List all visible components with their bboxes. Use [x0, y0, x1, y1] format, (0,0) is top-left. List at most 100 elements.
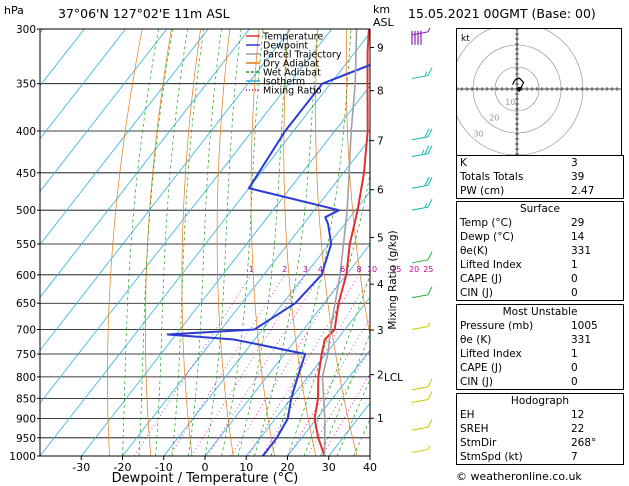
hodograph-stat-value: 12: [571, 409, 585, 421]
pressure-tick-700: 700: [16, 325, 36, 337]
isotherm-line: [204, 243, 370, 456]
wet-adiabat-line: [138, 29, 174, 456]
surface-row: Dewp (°C) 14: [457, 230, 594, 244]
most-unstable-title: Most Unstable: [502, 306, 578, 318]
dry-adiabat-line: [405, 29, 456, 456]
most-unstable-label: Pressure (mb): [460, 320, 534, 332]
isotherm-line: [40, 29, 168, 193]
index-label: PW (cm): [460, 185, 505, 197]
isotherm-line: [40, 29, 333, 404]
wind-barb: [411, 378, 433, 391]
height-tick-label: 8: [377, 86, 384, 98]
mixing-ratio-label: 3: [303, 265, 308, 274]
index-row: Totals Totals 39: [457, 170, 597, 184]
hodo-storm-motion: [517, 87, 522, 91]
hodo-ring-label: 30: [473, 130, 483, 139]
wind-barb: [411, 27, 431, 45]
wet-adiabat-line: [204, 29, 242, 456]
temperature-line: [313, 29, 370, 456]
most-unstable-row: Pressure (mb) 1005: [457, 319, 601, 333]
surface-value: 0: [571, 287, 578, 299]
asl-label: ASL: [373, 16, 394, 29]
hodo-ring-label: 10: [505, 98, 515, 107]
x-tick-label: 0: [202, 461, 209, 474]
mixing-ratio-line: [261, 277, 370, 456]
hpa-label: hPa: [4, 4, 24, 17]
dry-adiabat-line: [435, 29, 457, 456]
mixing-ratio-line: [207, 274, 321, 456]
hodograph-stat-value: 22: [571, 423, 585, 435]
mixing-ratio-line: [287, 317, 370, 456]
pressure-tick-350: 350: [16, 79, 36, 91]
copyright-footer[interactable]: © weatheronline.co.uk: [456, 470, 582, 483]
wet-adiabat-line: [270, 29, 352, 456]
surface-label: Temp (°C): [460, 217, 513, 229]
surface-row: CIN (J) 0: [457, 286, 594, 300]
dry-adiabat-line: [107, 29, 143, 456]
wind-barbs: [411, 27, 433, 453]
most-unstable-label: CAPE (J): [460, 362, 503, 374]
x-tick-label: -10: [155, 461, 173, 474]
most-unstable-table: Pressure (mb) 1005 θe (K) 331 Lifted Index 1 C…: [457, 319, 601, 389]
most-unstable-row: Lifted Index 1: [457, 347, 601, 361]
wind-barb: [411, 128, 433, 141]
most-unstable-value: 1: [571, 348, 578, 360]
pressure-tick-500: 500: [16, 205, 36, 217]
dry-adiabat-line: [181, 29, 201, 456]
hodograph-stat-label: SREH: [460, 423, 489, 435]
mixing-ratio-label: 10: [367, 265, 377, 274]
pressure-tick-300: 300: [16, 24, 36, 36]
most-unstable-row: θe (K) 331: [457, 333, 601, 347]
hodograph-stat-row: EH 12: [457, 408, 599, 422]
legend-entry: Wet Adiabat: [263, 68, 321, 79]
surface-table: Temp (°C) 29 Dewp (°C) 14 θe(K) 331 Lifted Ind…: [457, 216, 594, 300]
wind-barb: [411, 445, 431, 453]
mixing-ratio-line: [306, 348, 370, 456]
dry-adiabat-line: [376, 29, 440, 456]
pressure-tick-800: 800: [16, 372, 36, 384]
hodograph-stat-value: 7: [571, 451, 578, 463]
height-tick-label: 7: [377, 136, 384, 148]
pressure-tick-1000: 1000: [9, 451, 36, 463]
most-unstable-value: 1005: [571, 320, 598, 332]
isotherm-line: [40, 32, 370, 456]
x-tick-label: 20: [281, 461, 295, 474]
wind-barb: [411, 391, 433, 404]
index-label: K: [460, 157, 467, 169]
datetime-label: 15.05.2021 00GMT (Base: 00): [408, 6, 596, 21]
mixing-ratio-line: [191, 274, 306, 456]
x-tick-label: -30: [72, 461, 90, 474]
hodograph-stat-value: 268°: [571, 437, 597, 449]
height-tick-label: 3: [377, 325, 384, 337]
mixing-ratio-label: 6: [340, 265, 345, 274]
surface-label: CAPE (J): [460, 273, 503, 285]
wet-adiabat-line: [171, 29, 205, 456]
mixing-ratio-line: [321, 373, 370, 456]
location-label: 37°06'N 127°02'E 11m ASL: [58, 6, 230, 21]
wet-adiabat-lines: [122, 29, 370, 456]
pressure-tick-400: 400: [16, 126, 36, 138]
isotherm-line: [245, 296, 370, 456]
x-tick-label: -20: [114, 461, 132, 474]
index-value: 2.47: [571, 185, 595, 197]
surface-title: Surface: [519, 203, 560, 215]
wind-barb: [411, 67, 433, 80]
hodograph: 10 20 30 kt: [456, 28, 622, 174]
surface-value: 29: [571, 217, 585, 229]
mixing-ratio-lines: [134, 274, 370, 456]
hodograph-stat-label: EH: [460, 409, 475, 421]
profile-series: [166, 29, 370, 456]
indices-box: K 3 Totals Totals 39 PW (cm) 2.47: [456, 155, 624, 199]
isobar-lines: [40, 29, 370, 456]
wet-adiabat-line: [221, 29, 264, 456]
mixing-ratio-label: 8: [356, 265, 361, 274]
index-value: 39: [571, 171, 585, 183]
hodo-trace: [512, 77, 525, 93]
wet-adiabat-line: [237, 29, 289, 456]
most-unstable-row: CAPE (J) 0: [457, 361, 601, 375]
surface-value: 0: [571, 273, 578, 285]
isotherm-line: [40, 29, 250, 298]
mixing-ratio-label: 2: [282, 265, 287, 274]
surface-row: Lifted Index 1: [457, 258, 594, 272]
